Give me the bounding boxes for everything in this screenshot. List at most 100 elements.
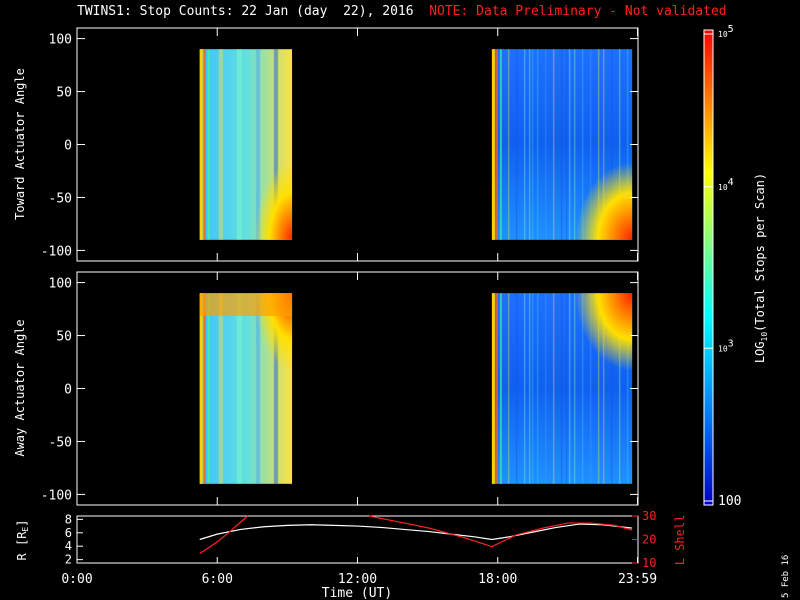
ytick-label: 50 bbox=[56, 86, 72, 101]
heatmap-streak bbox=[237, 49, 240, 240]
heatmap-streak bbox=[568, 49, 571, 240]
ytick-label: -50 bbox=[49, 191, 72, 206]
heatmap-streak bbox=[560, 293, 563, 484]
heatmap-streak bbox=[602, 293, 605, 484]
colorbar-ticks: 105 104 103 100 bbox=[704, 24, 741, 509]
ylabel-orbit-lshell: L Shell bbox=[673, 515, 687, 566]
ylabel-away: Away Actuator Angle bbox=[13, 319, 27, 456]
heatmap-streak bbox=[236, 293, 239, 484]
heatmap-streak bbox=[515, 293, 518, 484]
heatmap-hot-corner bbox=[569, 154, 633, 240]
orbit-ytick-right-label: 10 bbox=[642, 556, 656, 570]
heatmap-streak bbox=[581, 49, 584, 240]
ylabel-toward: Toward Actuator Angle bbox=[13, 68, 27, 220]
heatmap-streak bbox=[573, 293, 576, 484]
heatmap-edge bbox=[495, 293, 498, 484]
heatmap-hot-corner bbox=[250, 154, 293, 240]
xtick-label: 23:59 bbox=[618, 572, 657, 587]
heatmap-streak bbox=[507, 49, 510, 240]
ytick-label: 0 bbox=[64, 383, 72, 398]
heatmap-streak bbox=[597, 49, 600, 240]
heatmap-streak bbox=[528, 49, 531, 240]
heatmap-streak bbox=[221, 293, 224, 484]
xtick-label: 0:00 bbox=[61, 572, 92, 587]
colorbar-label-log: LOG bbox=[753, 341, 767, 363]
heatmap-streak bbox=[218, 293, 221, 484]
heatmap-streak bbox=[565, 293, 568, 484]
heatmap-streak bbox=[237, 293, 240, 484]
heatmap-streak bbox=[589, 293, 592, 484]
heatmap-streak bbox=[238, 49, 241, 240]
ytick-label: 100 bbox=[49, 33, 72, 48]
ylabel-orbit-r-main: R [R bbox=[15, 531, 29, 561]
heatmap-edge bbox=[207, 293, 210, 484]
xtick-label: 12:00 bbox=[338, 572, 377, 587]
heatmap-streak bbox=[256, 49, 259, 240]
ytick-label: 50 bbox=[56, 330, 72, 345]
ylabel-orbit-r: R [RE] bbox=[15, 520, 30, 561]
colorbar-tick-base: 10 bbox=[718, 30, 728, 39]
colorbar-label-sub: 10 bbox=[760, 332, 769, 342]
orbit-lshell-line bbox=[369, 515, 633, 548]
orbit-ytick-left-label: 6 bbox=[65, 526, 72, 540]
heatmap-streak bbox=[275, 293, 278, 484]
heatmap-toward bbox=[199, 49, 633, 240]
heatmap-streak bbox=[581, 293, 584, 484]
heatmap-streak bbox=[276, 49, 279, 240]
colorbar-tick-exp: 4 bbox=[728, 177, 734, 188]
heatmap-streak bbox=[274, 293, 277, 484]
heatmap-streak bbox=[536, 49, 539, 240]
heatmap-streak bbox=[255, 293, 258, 484]
orbit-ytick-left-label: 2 bbox=[65, 553, 72, 567]
title-main: TWINS1: Stop Counts: 22 Jan (day 22), 20… bbox=[77, 4, 414, 19]
heatmap-streak bbox=[255, 49, 258, 240]
heatmap-edge bbox=[199, 49, 203, 240]
heatmap-streak bbox=[239, 49, 242, 240]
xtick-label: 18:00 bbox=[478, 572, 517, 587]
heatmap-streak bbox=[544, 49, 547, 240]
heatmap-block bbox=[491, 293, 633, 484]
heatmap-streak bbox=[560, 49, 563, 240]
heatmap-edge bbox=[491, 293, 495, 484]
heatmap-edge bbox=[203, 293, 206, 484]
ytick-label: -50 bbox=[49, 435, 72, 450]
heatmap-streak bbox=[573, 49, 576, 240]
heatmap-streak bbox=[531, 293, 534, 484]
heatmap-streak bbox=[220, 293, 223, 484]
heatmap-streak bbox=[531, 49, 534, 240]
heatmap-away bbox=[199, 293, 633, 484]
ytick-label: -100 bbox=[41, 244, 72, 259]
heatmap-streak bbox=[568, 293, 571, 484]
heatmap-edge bbox=[203, 49, 206, 240]
heatmap-streak bbox=[220, 49, 223, 240]
heatmap-streak bbox=[507, 293, 510, 484]
heatmap-streak bbox=[274, 49, 277, 240]
heatmap-streak bbox=[219, 293, 222, 484]
heatmap-streak bbox=[552, 49, 555, 240]
colorbar-tick-label: 100 bbox=[718, 494, 741, 509]
heatmap-streak bbox=[258, 293, 261, 484]
orbit-ytick-right-label: 20 bbox=[642, 533, 656, 547]
heatmap-edge bbox=[499, 293, 502, 484]
heatmap-block bbox=[199, 49, 293, 240]
ytick-label: -100 bbox=[41, 488, 72, 503]
colorbar bbox=[703, 29, 714, 506]
heatmap-edge bbox=[499, 49, 502, 240]
orbit-ytick-left-label: 8 bbox=[65, 512, 72, 526]
heatmap-hot-band bbox=[199, 293, 293, 317]
heatmap-block bbox=[199, 293, 293, 484]
ytick-label: 0 bbox=[64, 139, 72, 154]
colorbar-tick-exp: 5 bbox=[728, 24, 734, 35]
heatmap-streak bbox=[610, 49, 613, 240]
colorbar-label: LOG10(Total Stops per Scan) bbox=[753, 173, 769, 363]
heatmap-streak bbox=[273, 293, 276, 484]
heatmap-edge bbox=[491, 49, 495, 240]
colorbar-label-rest: (Total Stops per Scan) bbox=[753, 173, 767, 332]
colorbar-tick-label: 104 bbox=[718, 177, 734, 192]
heatmap-streak bbox=[523, 49, 526, 240]
colorbar-tick-label: 103 bbox=[718, 338, 734, 353]
heatmap-streak bbox=[236, 49, 239, 240]
heatmap-streak bbox=[565, 49, 568, 240]
